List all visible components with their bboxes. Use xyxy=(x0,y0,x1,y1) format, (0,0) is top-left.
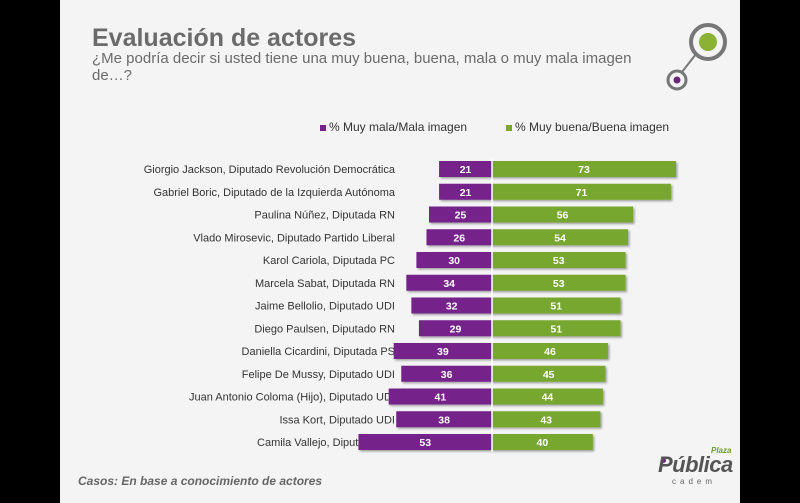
bar-positive xyxy=(492,320,621,337)
value-label-negative: 53 xyxy=(419,437,431,449)
category-label: Felipe De Mussy, Diputado UDI xyxy=(242,369,395,381)
value-label-positive: 53 xyxy=(553,255,565,267)
category-label: Paulina Núñez, Diputada RN xyxy=(254,210,395,222)
value-label-positive: 43 xyxy=(540,414,552,426)
bar-positive xyxy=(492,252,626,268)
bar-negative xyxy=(416,252,492,268)
category-label: Daniella Cicardini, Diputada PS xyxy=(242,346,395,358)
logo-circles-icon xyxy=(666,23,727,91)
value-label-positive: 45 xyxy=(543,369,555,381)
bar-positive xyxy=(492,206,634,223)
value-label-positive: 53 xyxy=(553,278,565,290)
legend-item-negative: % Muy mala/Mala imagen xyxy=(320,120,467,134)
bar-negative xyxy=(418,320,492,337)
bar-positive xyxy=(492,388,603,405)
bar-positive xyxy=(492,229,629,246)
value-label-negative: 39 xyxy=(437,346,449,358)
bar-positive xyxy=(492,161,676,177)
category-label: Giorgio Jackson, Diputado Revolución Dem… xyxy=(144,164,396,176)
legend-swatch-negative xyxy=(320,124,326,131)
value-label-negative: 26 xyxy=(453,232,465,244)
bar-negative xyxy=(426,229,492,246)
slide: Evaluación de actores ¿Me podría decir s… xyxy=(60,0,740,503)
bar-positive xyxy=(492,365,606,382)
bar-positive xyxy=(492,343,608,359)
bar-negative xyxy=(358,434,492,450)
footnote: Casos: En base a conocimiento de actores xyxy=(78,474,323,488)
value-label-positive: 54 xyxy=(554,232,566,244)
bar-negative xyxy=(406,274,492,291)
bar-negative xyxy=(439,183,492,200)
value-label-negative: 38 xyxy=(438,414,450,426)
legend-swatch-positive xyxy=(506,124,512,131)
logo-brand: Pública xyxy=(658,452,733,477)
bar-negative xyxy=(429,206,492,223)
legend-item-positive: % Muy buena/Buena imagen xyxy=(506,120,669,134)
value-label-negative: 29 xyxy=(450,323,462,335)
legend-label-positive: % Muy buena/Buena imagen xyxy=(515,120,670,134)
chart-bars: Giorgio Jackson, Diputado Revolución Dem… xyxy=(144,159,676,452)
value-label-positive: 56 xyxy=(557,210,569,222)
value-label-negative: 32 xyxy=(446,301,458,313)
category-label: Juan Antonio Coloma (Hijo), Diputado UDI xyxy=(189,392,395,404)
legend-label-negative: % Muy mala/Mala imagen xyxy=(329,120,468,134)
value-label-negative: 41 xyxy=(434,392,446,404)
category-label: Gabriel Boric, Diputado de la Izquierda … xyxy=(153,187,395,199)
value-label-positive: 46 xyxy=(544,346,556,358)
bar-negative xyxy=(396,411,492,428)
category-label: Diego Paulsen, Diputado RN xyxy=(254,323,395,335)
category-label: Vlado Mirosevic, Diputado Partido Libera… xyxy=(193,232,395,244)
page-subtitle: ¿Me podría decir si usted tiene una muy … xyxy=(92,50,632,84)
value-label-positive: 73 xyxy=(578,164,590,176)
value-label-positive: 71 xyxy=(576,187,588,199)
value-label-positive: 51 xyxy=(550,323,562,335)
bar-positive xyxy=(492,183,671,200)
value-label-positive: 40 xyxy=(537,437,549,449)
category-label: Jaime Bellolio, Diputado UDI xyxy=(255,301,395,313)
logo-sub: cadem xyxy=(672,477,717,486)
bar-negative xyxy=(439,161,492,177)
value-label-negative: 34 xyxy=(443,278,455,290)
bar-negative xyxy=(411,297,492,314)
category-label: Karol Cariola, Diputada PC xyxy=(263,255,395,267)
logo-plaza: Plaza xyxy=(711,446,732,455)
value-label-positive: 44 xyxy=(542,392,554,404)
value-label-positive: 51 xyxy=(550,301,562,313)
value-label-negative: 21 xyxy=(460,187,472,199)
bar-positive xyxy=(492,434,593,450)
diverging-bar-chart: Giorgio Jackson, Diputado Revolución Dem… xyxy=(144,159,676,452)
logo-dot-icon xyxy=(661,458,666,463)
value-label-negative: 36 xyxy=(441,369,453,381)
value-label-negative: 30 xyxy=(448,255,460,267)
page-title: Evaluación de actores xyxy=(92,24,357,52)
value-label-negative: 21 xyxy=(460,164,472,176)
value-label-negative: 25 xyxy=(455,210,467,222)
category-label: Marcela Sabat, Diputada RN xyxy=(255,278,395,290)
bar-positive xyxy=(492,274,626,291)
bar-positive xyxy=(492,411,601,428)
bar-positive xyxy=(492,297,621,314)
category-label: Issa Kort, Diputado UDI xyxy=(279,414,395,426)
bar-negative xyxy=(393,343,492,359)
bar-negative xyxy=(388,388,492,405)
bar-negative xyxy=(401,365,492,382)
